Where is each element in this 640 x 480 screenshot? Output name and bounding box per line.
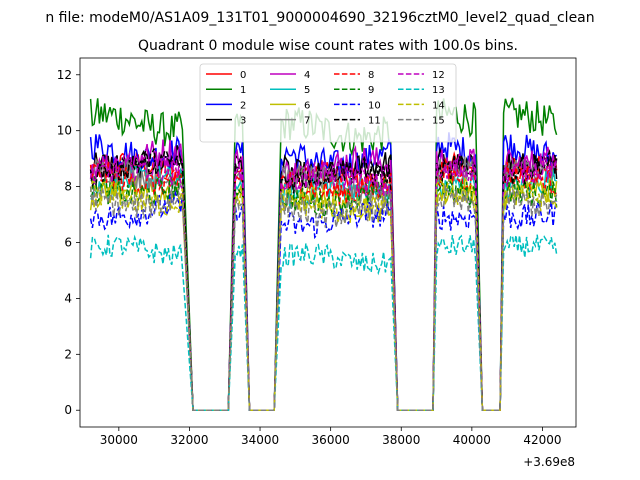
x-tick-label: 34000 xyxy=(241,433,279,447)
plot-area: 30000 32000 34000 36000 38000 40000 42000 0 2 4 6 8… xyxy=(57,57,577,447)
legend-label-6: 6 xyxy=(304,100,310,111)
chart-title: Quadrant 0 module wise count rates with … xyxy=(138,38,518,54)
x-offset-label: +3.69e8 xyxy=(523,455,575,469)
series-line-12 xyxy=(89,151,558,411)
y-tick-label: 12 xyxy=(57,68,72,82)
x-tick-label: 32000 xyxy=(170,433,208,447)
y-tick-label: 2 xyxy=(64,347,72,361)
x-tick-label: 38000 xyxy=(382,433,420,447)
legend-label-5: 5 xyxy=(304,85,310,96)
series-lines xyxy=(89,97,558,411)
y-tick-label: 4 xyxy=(64,291,72,305)
figure-suptitle: n file: modeM0/AS1A09_131T01_9000004690_… xyxy=(45,10,594,26)
series-line-15 xyxy=(89,182,558,411)
legend-label-4: 4 xyxy=(304,70,310,81)
legend-label-3: 3 xyxy=(240,116,246,127)
series-line-10 xyxy=(89,189,558,411)
x-tick-label: 30000 xyxy=(100,433,138,447)
y-tick-label: 8 xyxy=(64,180,72,194)
legend-label-2: 2 xyxy=(240,100,246,111)
y-tick-label: 0 xyxy=(64,403,72,417)
y-tick-label: 10 xyxy=(57,124,72,138)
legend-label-9: 9 xyxy=(368,85,374,96)
legend-label-8: 8 xyxy=(368,70,374,81)
y-tick-label: 6 xyxy=(64,236,72,250)
legend-frame xyxy=(199,63,457,143)
legend-label-14: 14 xyxy=(432,100,445,111)
x-tick-label: 40000 xyxy=(453,433,491,447)
legend-label-10: 10 xyxy=(368,100,381,111)
legend-label-13: 13 xyxy=(432,85,445,96)
x-tick-label: 42000 xyxy=(523,433,561,447)
x-tick-label: 36000 xyxy=(312,433,350,447)
legend-label-11: 11 xyxy=(368,116,381,127)
legend-label-0: 0 xyxy=(240,70,246,81)
legend-label-12: 12 xyxy=(432,70,445,81)
legend-label-7: 7 xyxy=(304,116,310,127)
legend-label-15: 15 xyxy=(432,116,445,127)
legend-label-1: 1 xyxy=(240,85,246,96)
